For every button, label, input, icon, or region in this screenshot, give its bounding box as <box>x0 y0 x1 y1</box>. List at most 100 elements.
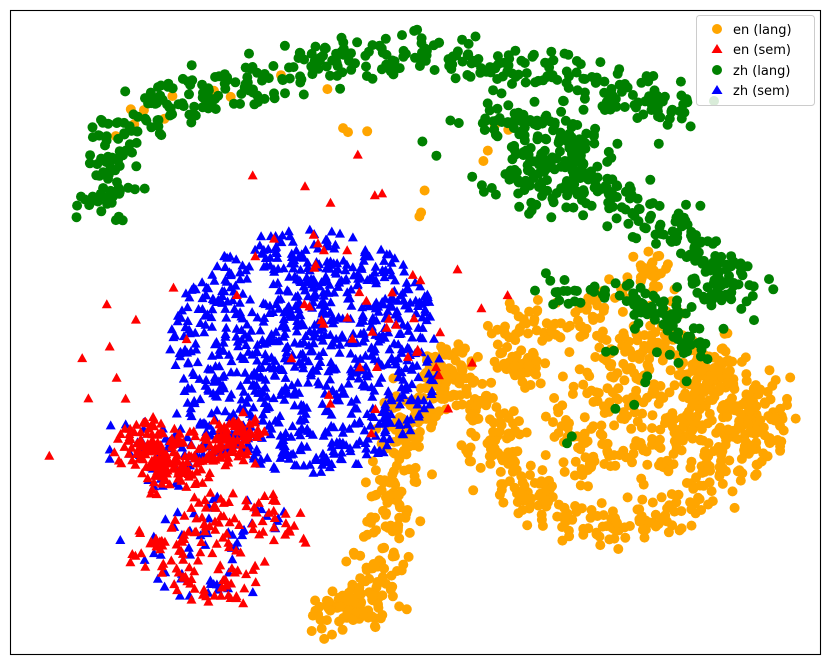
point <box>288 263 299 273</box>
point <box>600 289 611 300</box>
point <box>519 480 530 491</box>
point <box>509 464 520 475</box>
point <box>500 321 510 332</box>
point <box>359 247 370 257</box>
point <box>377 590 388 601</box>
point <box>782 400 792 411</box>
point <box>217 582 228 592</box>
point <box>280 445 291 454</box>
point <box>358 315 369 325</box>
point <box>171 408 182 418</box>
point <box>612 517 622 528</box>
point <box>229 303 240 313</box>
series-zh-lang <box>71 24 779 449</box>
point <box>218 532 228 542</box>
point <box>242 319 252 329</box>
point <box>433 370 444 380</box>
point <box>281 342 291 352</box>
point <box>396 347 407 357</box>
point <box>588 131 599 142</box>
point <box>318 290 329 300</box>
point <box>584 459 595 470</box>
point <box>514 201 525 212</box>
point <box>468 485 479 496</box>
point <box>268 535 279 545</box>
point <box>378 418 389 428</box>
point <box>107 152 118 163</box>
point <box>337 67 348 78</box>
point <box>429 65 440 75</box>
point <box>721 289 731 300</box>
point <box>672 295 682 306</box>
point <box>510 45 521 56</box>
point <box>571 286 582 296</box>
point <box>286 248 297 258</box>
point <box>642 264 653 275</box>
point <box>177 305 187 315</box>
point <box>247 518 258 528</box>
point <box>225 593 236 602</box>
point <box>521 427 532 438</box>
point <box>238 353 248 363</box>
point <box>621 362 632 373</box>
point <box>567 166 578 176</box>
point <box>530 285 540 296</box>
point <box>352 280 363 290</box>
point <box>646 96 656 107</box>
point <box>140 113 151 124</box>
point <box>624 521 635 531</box>
point <box>705 465 716 476</box>
point <box>334 616 345 627</box>
point <box>190 327 201 337</box>
point <box>197 455 208 465</box>
point <box>394 601 405 612</box>
point <box>614 79 625 90</box>
point <box>241 569 252 579</box>
point <box>638 445 649 456</box>
point <box>689 387 700 398</box>
point <box>181 481 192 491</box>
point <box>626 423 637 434</box>
point <box>737 468 748 479</box>
point <box>268 461 279 471</box>
point <box>595 57 606 68</box>
point <box>511 167 522 178</box>
point <box>519 135 530 146</box>
point <box>346 300 357 310</box>
point <box>704 262 715 273</box>
point <box>478 156 489 166</box>
point <box>203 385 214 395</box>
point <box>690 277 701 288</box>
point <box>591 387 602 398</box>
point <box>252 432 263 441</box>
point <box>255 325 266 335</box>
point <box>196 464 207 474</box>
point <box>177 442 188 452</box>
point <box>139 554 150 564</box>
point <box>434 353 445 363</box>
point <box>401 604 412 615</box>
point <box>768 284 779 295</box>
point <box>180 344 190 354</box>
point <box>536 509 547 520</box>
point <box>418 395 429 405</box>
point <box>652 106 663 117</box>
point <box>564 418 574 429</box>
point <box>582 367 593 378</box>
point <box>476 303 487 313</box>
point <box>255 371 266 381</box>
point <box>716 403 727 414</box>
point <box>372 579 383 590</box>
point <box>186 284 197 294</box>
point <box>336 32 347 43</box>
point <box>283 226 294 236</box>
point <box>389 253 400 263</box>
point <box>184 562 195 572</box>
point <box>576 187 587 198</box>
point <box>200 502 211 512</box>
point <box>414 409 425 419</box>
point <box>689 379 700 390</box>
point <box>609 420 620 431</box>
point <box>394 499 405 510</box>
point <box>184 89 194 100</box>
